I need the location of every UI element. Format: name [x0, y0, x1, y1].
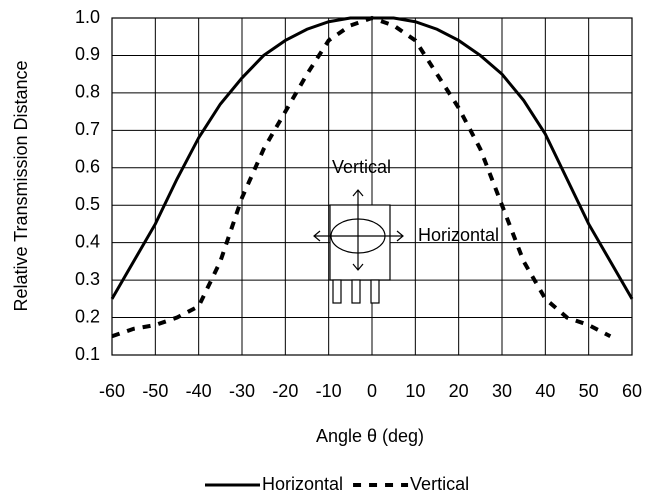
sensor-icon [313, 189, 404, 304]
x-tick-label: 50 [579, 381, 599, 401]
y-tick-label: 0.6 [75, 157, 100, 177]
x-tick-label: 10 [405, 381, 425, 401]
plot: 0.10.20.30.40.50.60.70.80.91.0-60 -50 -40-… [75, 7, 642, 494]
x-tick-label: -20 [272, 381, 298, 401]
legend-label: Horizontal [262, 474, 343, 494]
y-axis-label: Relative Transmission Distance [11, 60, 31, 311]
x-tick-label: -30 [229, 381, 255, 401]
line-series [111, 15, 612, 339]
y-tick-label: 0.8 [75, 82, 100, 102]
y-tick-label: 0.4 [75, 231, 100, 251]
x-tick-label: 40 [535, 381, 555, 401]
y-tick-label: 1.0 [75, 7, 100, 27]
x-tick-label: -40 [186, 381, 212, 401]
y-tick-label: 0.2 [75, 306, 100, 326]
x-tick-label: -50 [142, 381, 168, 401]
legend-label: Vertical [410, 474, 469, 494]
y-tick-label: 0.5 [75, 194, 100, 214]
x-tick-label: -60 [99, 381, 125, 401]
annotation: Horizontal [418, 225, 499, 245]
annotation: Vertical [332, 157, 391, 177]
y-tick-label: 0.3 [75, 269, 100, 289]
x-tick-label: 20 [449, 381, 469, 401]
y-tick-label: 0.9 [75, 44, 100, 64]
x-tick-label: 0 [367, 381, 377, 401]
y-tick-label: 0.7 [75, 119, 100, 139]
x-axis-label: Angle θ (deg) [316, 426, 424, 446]
y-tick-label: 0.1 [75, 344, 100, 364]
x-tick-label: 30 [492, 381, 512, 401]
x-tick-label: -10 [316, 381, 342, 401]
x-tick-label: 60 [622, 381, 642, 401]
